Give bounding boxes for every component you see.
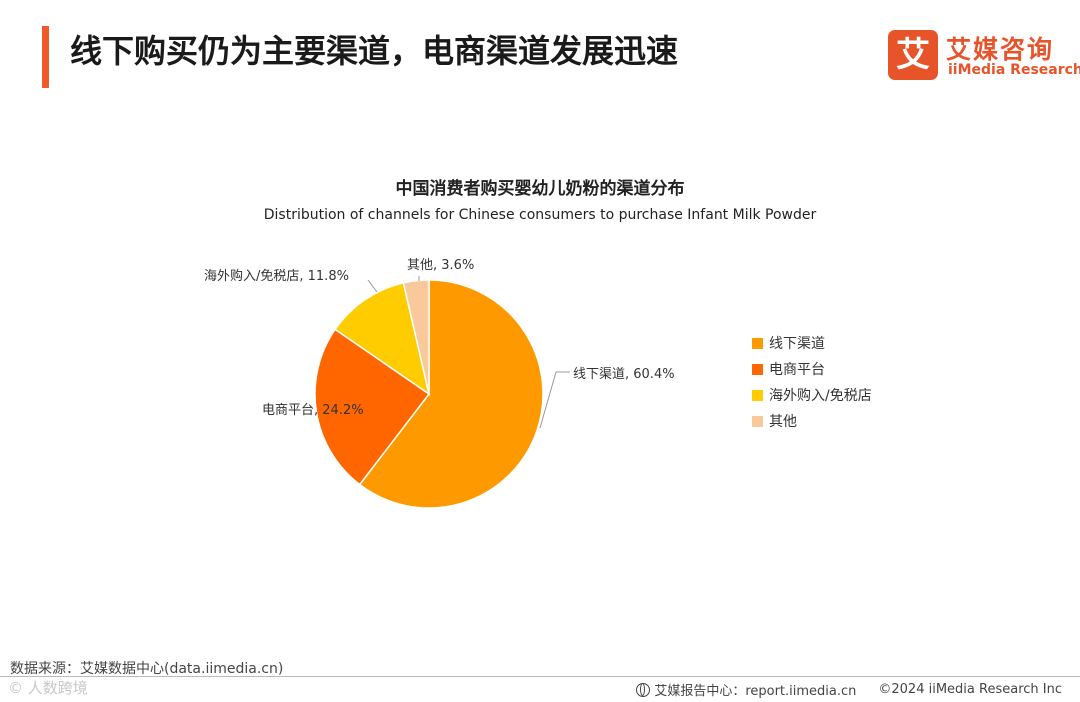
chart-title: 中国消费者购买婴幼儿奶粉的渠道分布 xyxy=(395,179,685,199)
legend-label: 其他 xyxy=(769,414,797,430)
leader-line-1 xyxy=(539,371,570,429)
legend-item-3: 海外购入/免税店 xyxy=(752,382,872,408)
copyright: ©2024 iiMedia Research Inc xyxy=(878,682,1062,697)
legend-label: 线下渠道 xyxy=(769,336,825,352)
watermark: © 人数跨境 xyxy=(8,679,88,697)
chart-subtitle: Distribution of channels for Chinese con… xyxy=(263,207,817,223)
footer-right: 艾媒报告中心：report.iimedia.cn ©2024 iiMedia R… xyxy=(636,680,1062,699)
legend-item-1: 线下渠道 xyxy=(752,330,872,356)
pie-slice-4 xyxy=(402,279,430,395)
iimedia-logo: 艾 艾媒咨询 iiMedia Research xyxy=(888,30,1080,82)
legend-item-4: 其他 xyxy=(752,408,872,434)
leader-line-3 xyxy=(367,279,378,293)
legend-swatch xyxy=(752,415,763,427)
slice-label-1: 线下渠道, 60.4% xyxy=(573,367,675,382)
logo-chinese-name: 艾媒咨询 xyxy=(946,35,1055,64)
report-center[interactable]: 艾媒报告中心：report.iimedia.cn xyxy=(654,684,857,699)
legend-label: 电商平台 xyxy=(769,362,825,378)
legend-item-2: 电商平台 xyxy=(752,356,872,382)
pie-slice-2 xyxy=(314,328,431,486)
chart-legend: 线下渠道电商平台海外购入/免税店 其他 xyxy=(752,330,872,434)
legend-label: 海外购入/免税店 xyxy=(769,388,872,404)
logo-mark: 艾 xyxy=(888,30,938,80)
slice-label-3: 海外购入/免税店, 11.8% xyxy=(204,268,349,284)
globe-icon xyxy=(636,682,651,697)
page-title: 线下购买仍为主要渠道，电商渠道发展迅速 xyxy=(70,32,679,70)
legend-swatch xyxy=(752,389,763,401)
footer-divider xyxy=(0,676,1080,677)
legend-swatch xyxy=(752,363,763,375)
pie-slice-1 xyxy=(358,279,544,509)
slice-label-4: 其他, 3.6% xyxy=(407,258,474,273)
data-source: 数据来源：艾媒数据中心(data.iimedia.cn) xyxy=(10,661,284,677)
slice-label-2: 电商平台, 24.2% xyxy=(262,403,364,418)
legend-swatch xyxy=(752,337,763,349)
pie-slice-3 xyxy=(334,282,431,396)
logo-english-name: iiMedia Research xyxy=(948,62,1080,78)
title-accent-bar xyxy=(42,26,49,88)
